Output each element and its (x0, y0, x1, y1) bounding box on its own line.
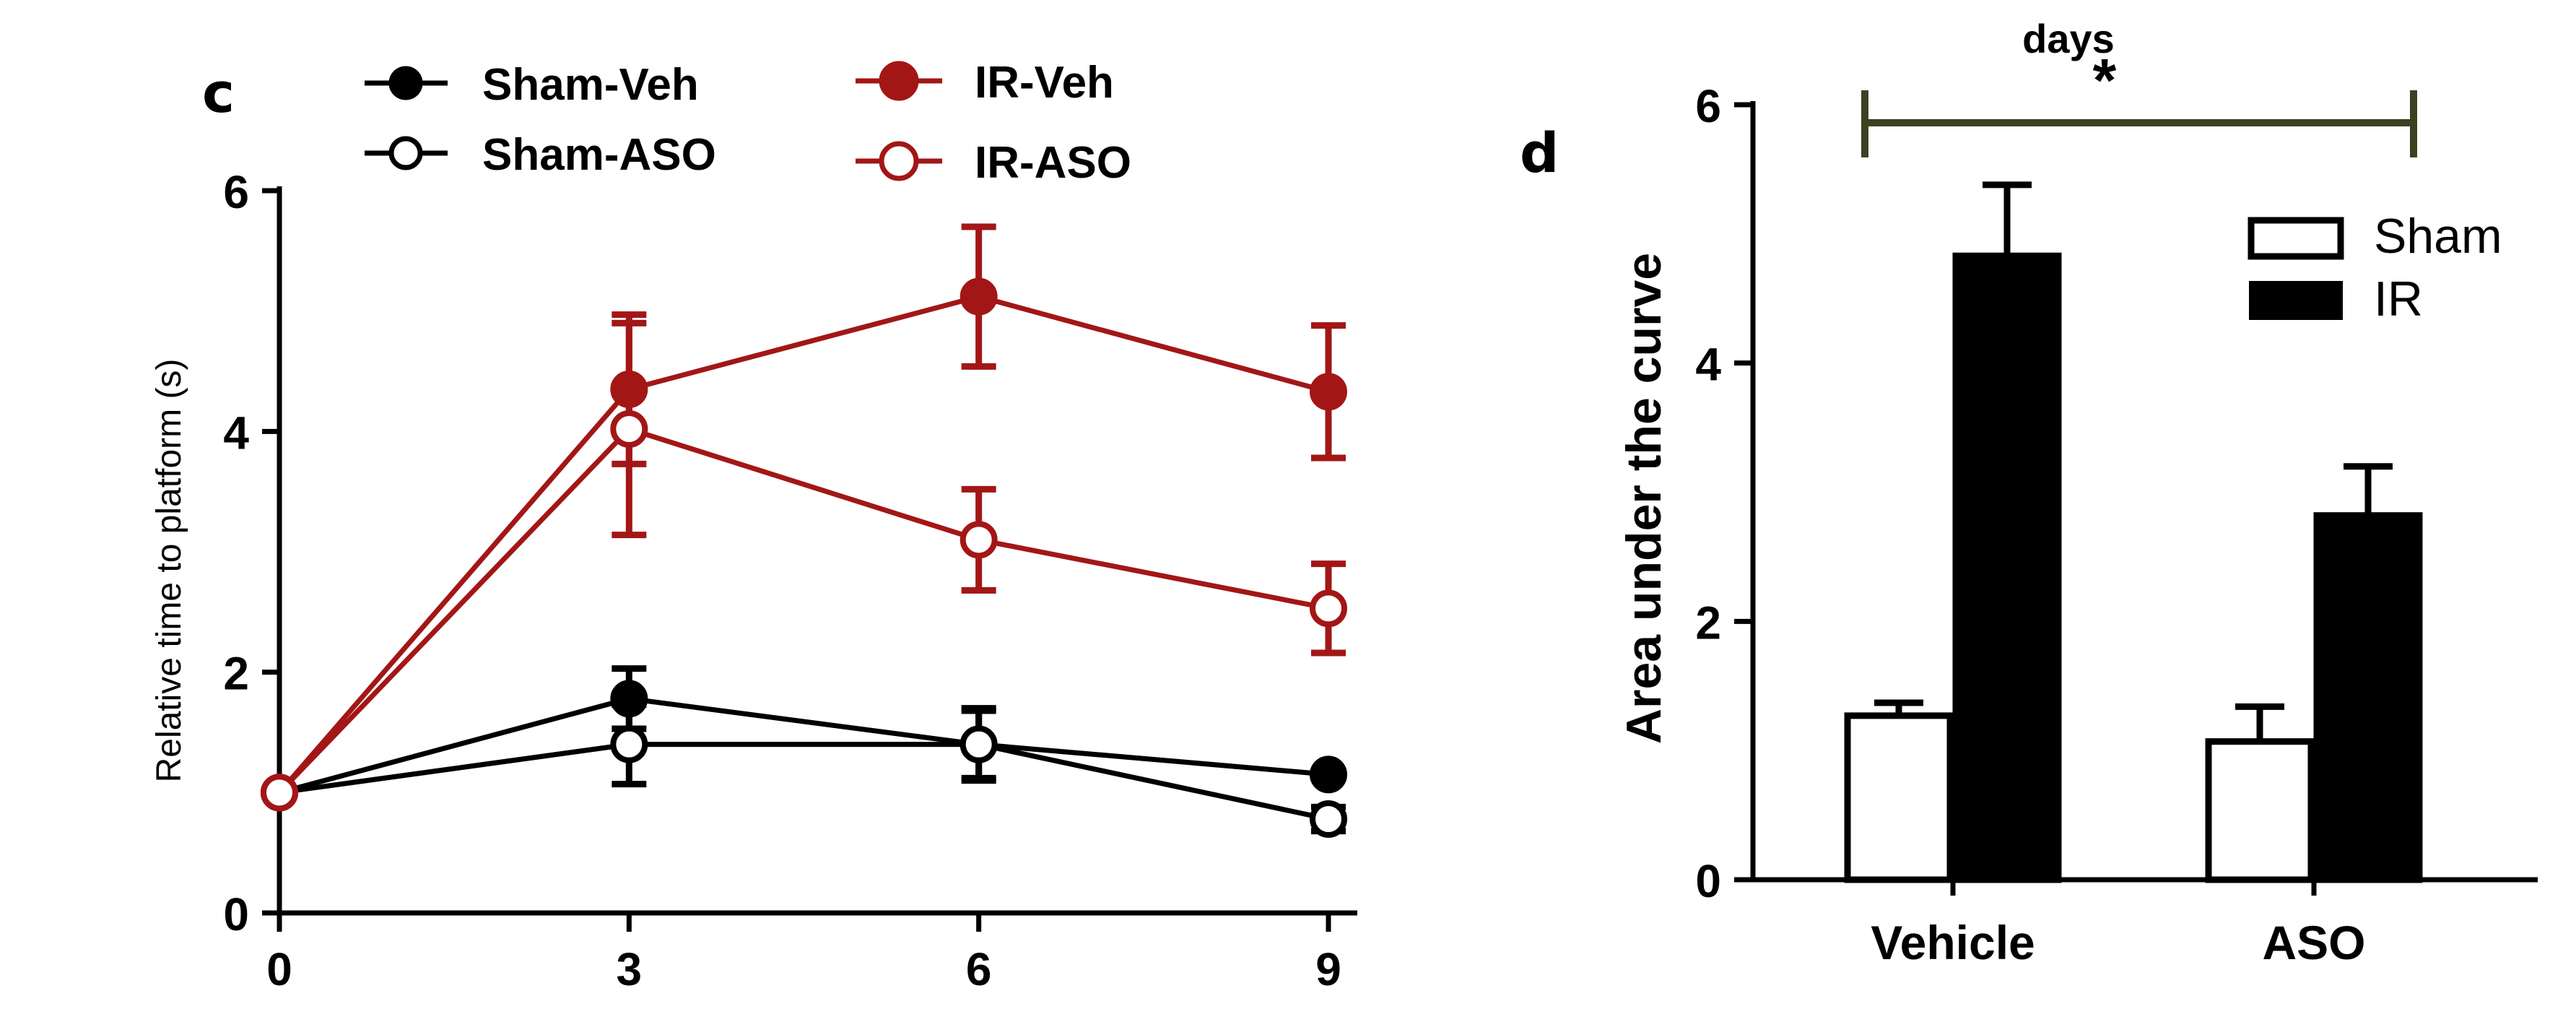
line-x-tick-label: 6 (966, 943, 992, 995)
significance-bracket: * (1861, 46, 2417, 157)
bar-ir-vehicle (1952, 252, 2062, 883)
data-point-ir-aso (960, 521, 998, 559)
panel-label-d: d (1520, 121, 1559, 185)
legend-item-ir-veh: IR-Veh (856, 58, 1114, 108)
legend-label-sham-veh: Sham-Veh (482, 60, 699, 110)
line-y-tick-label: 4 (223, 407, 249, 459)
bar-series-group: Vehicle ASO (1844, 181, 2423, 969)
data-point-ir-aso (1310, 589, 1347, 628)
legend-item-sham-veh: Sham-Veh (365, 60, 699, 110)
bar-legend: Sham IR (2248, 209, 2502, 326)
line-y-tick-label: 0 (223, 888, 249, 940)
bar-y-axis-label: Area under the curve (1616, 253, 1671, 744)
bar-y-tick-label: 6 (1695, 80, 1721, 132)
legend-item-sham-aso: Sham-ASO (365, 130, 716, 180)
line-axis-ticks: 0 2 4 6 0 3 6 9 (223, 166, 1341, 995)
legend-swatch-sham (2248, 217, 2344, 260)
legend-label-sham-aso: Sham-ASO (482, 130, 716, 180)
legend-label-ir-aso: IR-ASO (975, 138, 1131, 188)
line-series-group (261, 223, 1347, 838)
data-point-ir-aso (261, 774, 298, 812)
bar-ir-aso (2313, 512, 2423, 883)
data-point-ir-aso (610, 410, 648, 448)
bar-chart-panel: d days Area under the curve 0 2 4 6 Vehicle… (1520, 16, 2538, 969)
bar-x-tick-label: Vehicle (1871, 916, 2035, 969)
series-line-ir-veh (277, 294, 1329, 794)
series-line-ir-aso (277, 426, 1329, 794)
series-sham-aso (261, 701, 1347, 838)
data-point-sham-aso (960, 725, 998, 763)
series-line-sham-veh (279, 696, 1329, 795)
data-point-sham-veh (1310, 755, 1347, 794)
line-chart-panel: c Sham-Veh Sham-ASO IR-Veh IR-ASO (150, 58, 1357, 995)
line-y-tick-label: 6 (223, 166, 249, 218)
line-x-tick-label: 9 (1315, 943, 1341, 995)
data-point-sham-aso (610, 725, 648, 763)
bar-axis-ticks: 0 2 4 6 (1695, 80, 1753, 907)
data-point-sham-aso (1310, 800, 1347, 838)
bar-y-tick-label: 0 (1695, 855, 1721, 907)
line-x-tick-label: 3 (617, 943, 643, 995)
legend-label-sham: Sham (2374, 209, 2502, 264)
line-y-tick-label: 2 (223, 648, 249, 700)
legend-swatch-ir (2249, 281, 2343, 320)
line-x-axis-label: days (2022, 16, 2115, 61)
significance-star: * (2093, 46, 2117, 114)
legend-label-ir: IR (2374, 272, 2423, 326)
series-line-sham-aso (279, 742, 1329, 822)
bar-sham-aso (2205, 738, 2315, 883)
bar-x-tick-label: ASO (2262, 916, 2365, 969)
panel-label-c: c (202, 61, 235, 125)
legend-item-ir-aso: IR-ASO (856, 138, 1131, 188)
bar-y-tick-label: 4 (1695, 339, 1721, 391)
data-point-ir-veh (1310, 373, 1347, 411)
data-point-ir-veh (960, 277, 998, 316)
series-ir-aso (261, 319, 1347, 812)
bar-sham-vehicle (1844, 712, 1954, 883)
line-y-axis-label: Relative time to platform (s) (150, 359, 188, 783)
line-x-tick-label: 0 (266, 943, 292, 995)
line-legend: Sham-Veh Sham-ASO IR-Veh IR-ASO (365, 58, 1131, 188)
legend-label-ir-veh: IR-Veh (975, 58, 1114, 108)
bar-y-tick-label: 2 (1695, 597, 1721, 649)
